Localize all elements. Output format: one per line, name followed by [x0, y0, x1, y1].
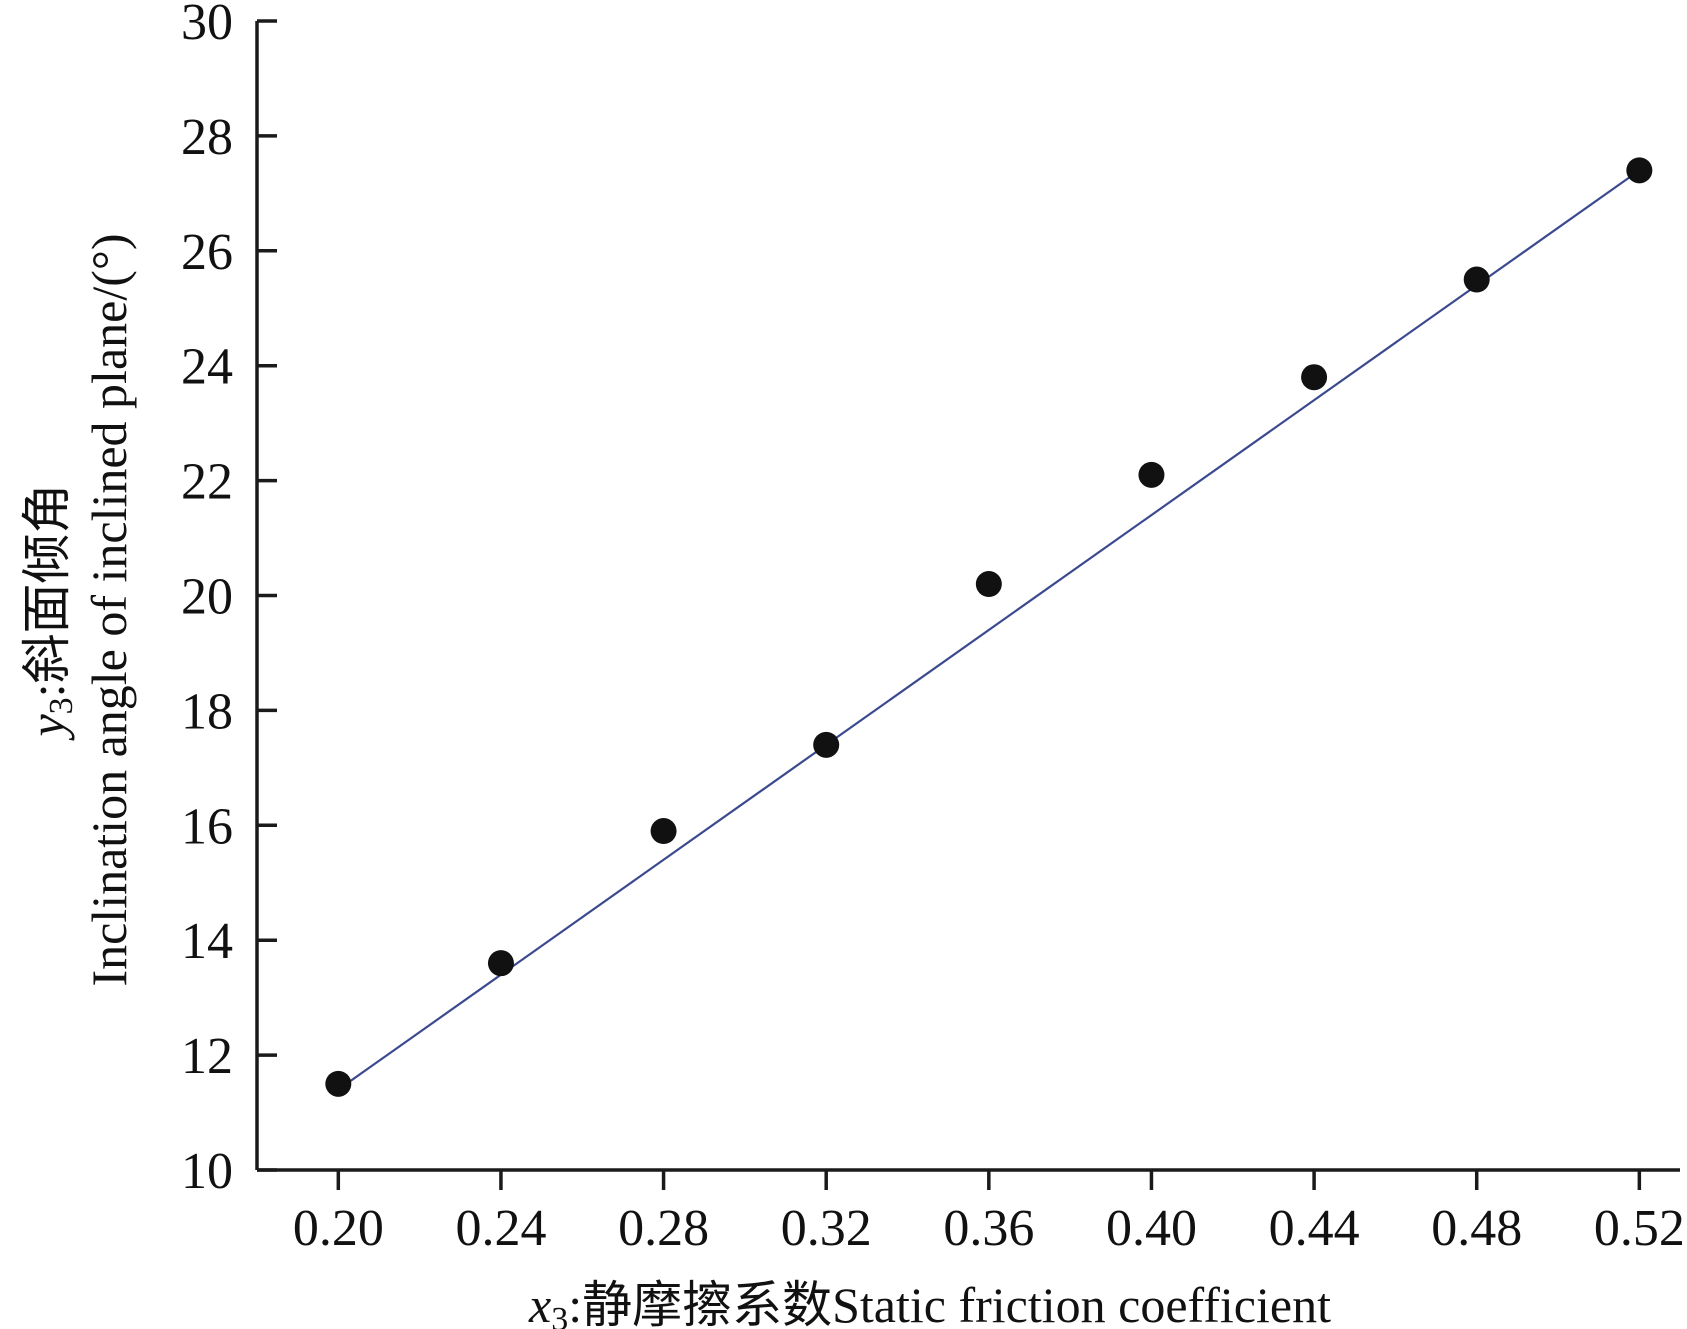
x-axis-var: x: [528, 1277, 551, 1329]
y-tick-label: 12: [181, 1028, 233, 1085]
data-point: [1463, 266, 1490, 293]
y-tick-label: 16: [181, 798, 233, 855]
x-tick-label: 0.24: [455, 1200, 546, 1257]
data-point: [487, 950, 514, 977]
y-tick-label: 22: [181, 454, 233, 511]
data-point: [325, 1070, 352, 1097]
axes: [255, 21, 1680, 1172]
y-tick-label: 26: [181, 224, 233, 281]
fit-line: [337, 169, 1640, 1091]
y-axis-var: y: [19, 714, 75, 742]
y-tick-label: 20: [181, 569, 233, 626]
x-tick-label: 0.36: [943, 1200, 1034, 1257]
y-tick-label: 10: [181, 1143, 233, 1200]
x-ticks: 0.20 0.24 0.28 0.32 0.36 0.40 0.44 0.48 0.52: [293, 1170, 1685, 1257]
x-tick-label: 0.44: [1269, 1200, 1360, 1257]
x-tick-label: 0.32: [781, 1200, 872, 1257]
data-points: [325, 157, 1653, 1097]
x-tick-label: 0.52: [1594, 1200, 1685, 1257]
y-tick-label: 18: [181, 683, 233, 740]
data-point: [975, 571, 1002, 598]
x-tick-label: 0.28: [618, 1200, 709, 1257]
y-tick-label: 14: [181, 913, 233, 970]
y-axis-title-line1: y3:斜面倾角: [19, 483, 80, 741]
x-axis-title: x3:静摩擦系数Static friction coefficient: [528, 1277, 1331, 1329]
y-tick-label: 24: [181, 339, 233, 396]
y-axis-title-line2: Inclination angle of inclined plane/(°): [81, 233, 137, 986]
data-point: [1301, 364, 1328, 391]
data-point: [650, 818, 677, 845]
x-axis-text: :静摩擦系数Static friction coefficient: [568, 1277, 1331, 1329]
fit-line-group: [337, 169, 1640, 1091]
x-tick-label: 0.40: [1106, 1200, 1197, 1257]
y-tick-label: 30: [181, 0, 233, 51]
x-axis-var-sub: 3: [551, 1301, 568, 1329]
y-tick-label: 28: [181, 109, 233, 166]
x-tick-label: 0.20: [293, 1200, 384, 1257]
y-ticks: 10 12 14 16 18 20 22 24 26 28 30: [181, 0, 277, 1200]
data-point: [1626, 157, 1653, 184]
data-point: [1138, 461, 1165, 488]
data-point: [813, 731, 840, 758]
y-axis-text-cn: :斜面倾角: [19, 483, 75, 697]
x-tick-label: 0.48: [1431, 1200, 1522, 1257]
y-axis-var-sub: 3: [43, 697, 80, 714]
